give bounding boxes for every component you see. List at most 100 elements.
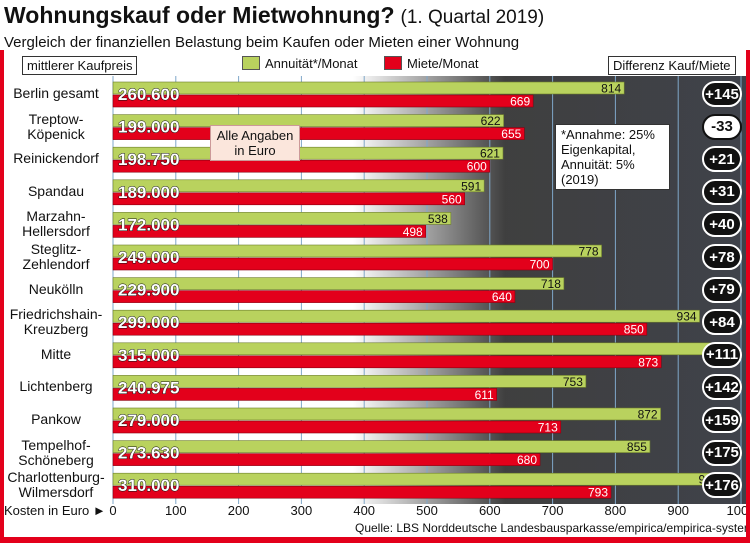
row-label-line: Kreuzberg [23,321,89,338]
legend-rent-swatch [384,56,402,70]
rent-bar [112,225,427,238]
frame-bottom-bar [0,537,750,543]
row-label-line: Wilmersdorf [18,484,94,501]
annuity-value-label: 934 [677,310,697,324]
rent-value-label: 600 [467,160,487,174]
difference-badge: +159 [702,407,742,433]
legend-rent: Miete/Monat [384,56,479,71]
row-label-line: Pankow [31,411,81,427]
row-label: Pankow [2,412,110,427]
annuity-bar [112,179,485,193]
rent-value-label: 713 [538,421,558,435]
x-ticks: 0 100 200 300 400 500 600 700 800 900 1000 [109,503,750,518]
x-tick-label: 400 [353,503,375,518]
row-label-line: Köpenick [27,125,85,142]
note-assumption: *Annahme: 25% Eigenkapital, Annuität: 5%… [555,124,670,190]
row-label-line: Reinickendorf [13,150,99,167]
rent-bar [112,388,498,401]
row-label: Spandau [2,182,110,199]
rent-value-label: 655 [501,127,521,141]
annuity-value-label: 538 [428,212,448,226]
annuity-bar [112,375,587,388]
frame-left-bar [0,50,4,540]
rent-value-label: 669 [510,95,530,109]
annuity-value-label: 855 [627,440,647,454]
rent-bar [112,453,541,466]
kaufpreis-value: 310.000 [118,476,179,495]
kaufpreis-value: 260.600 [118,85,179,104]
row-label: Marzahn- Hellersdorf [2,209,110,239]
row-label-line: Tempelhof- [21,436,91,453]
annuity-bar [112,212,452,225]
x-tick-label: 200 [228,503,250,518]
legend-annuity-swatch [242,56,260,70]
legend-rent-label: Miete/Monat [407,56,479,71]
rent-bar [112,257,553,271]
annuity-bar [112,114,504,127]
annuity-bar [112,309,700,323]
row-label: Tempelhof- Schöneberg [2,436,110,468]
kaufpreis-value: 229.900 [118,281,179,300]
annuity-value-label: 718 [541,277,561,291]
kaufpreis-value: 315.000 [118,346,179,365]
row-label-line: Berlin gesamt [13,85,99,101]
annuity-bar [112,342,732,356]
row-label: Mitte [2,346,110,362]
annuity-value-label: 622 [481,114,501,128]
frame-right-bar [746,50,750,540]
difference-badge: +31 [702,178,742,205]
kaufpreis-value: 189.000 [118,183,179,202]
x-tick-label: 500 [416,503,438,518]
row-label-line: Lichtenberg [19,378,93,395]
rent-bar [112,355,662,369]
chart-subtitle: Vergleich der finanziellen Belastung bei… [4,34,520,51]
row-label-line: Spandau [27,182,85,199]
x-tick-label: 1000 [727,503,750,518]
annuity-value-label: 621 [480,147,500,161]
difference-badge: +142 [702,374,742,401]
row-label: Neukölln [2,281,110,297]
x-tick-label: 800 [605,503,627,518]
row-label: Treptow- Köpenick [2,111,110,142]
legend-annuity-label: Annuität*/Monat [265,56,358,71]
row-label: Reinickendorf [2,151,110,166]
annuity-value-label: 872 [638,408,658,422]
rent-value-label: 700 [530,258,550,272]
annuity-value-label: 814 [601,82,621,96]
legend-annuity: Annuität*/Monat [242,56,358,71]
row-label-line: Steglitz- [30,241,82,257]
row-label: Charlottenburg- Wilmersdorf [2,470,110,500]
annuity-bar [112,244,602,258]
difference-badge: +79 [702,276,742,303]
row-label: Lichtenberg [2,379,110,394]
row-label: Steglitz- Zehlendorf [2,242,110,272]
rent-value-label: 873 [638,355,658,369]
difference-badge: +145 [702,81,742,107]
x-tick-label: 900 [667,503,689,518]
annuity-value-label: 753 [563,375,583,389]
difference-badge: +78 [702,244,742,270]
rent-bar [112,322,648,336]
difference-badge: +175 [702,439,742,466]
title-period: (1. Quartal 2019) [400,7,545,28]
kaufpreis-value: 199.000 [118,118,179,137]
kaufpreis-value: 273.630 [118,444,179,463]
kaufpreis-value: 299.000 [118,313,179,332]
rent-bar [112,94,534,108]
annuity-bar [112,81,625,95]
difference-badge: +176 [702,472,742,499]
row-label: Friedrichshain- Kreuzberg [2,307,110,337]
annuity-bar [112,472,722,486]
x-axis-title: Kosten in Euro ► [4,503,106,518]
chart-title: Wohnungskauf oder Mietwohnung? (1. Quarta… [4,2,544,29]
annuity-value-label: 591 [461,179,481,193]
row-label: Berlin gesamt [2,86,110,101]
kaufpreis-value: 249.000 [118,248,179,267]
rent-bar [112,485,612,499]
rent-bar [112,192,465,206]
row-label-line: Schöneberg [18,451,94,468]
rent-value-label: 640 [492,290,512,304]
kaufpreis-header: mittlerer Kaufpreis [22,56,138,75]
difference-badge: +40 [702,211,742,238]
